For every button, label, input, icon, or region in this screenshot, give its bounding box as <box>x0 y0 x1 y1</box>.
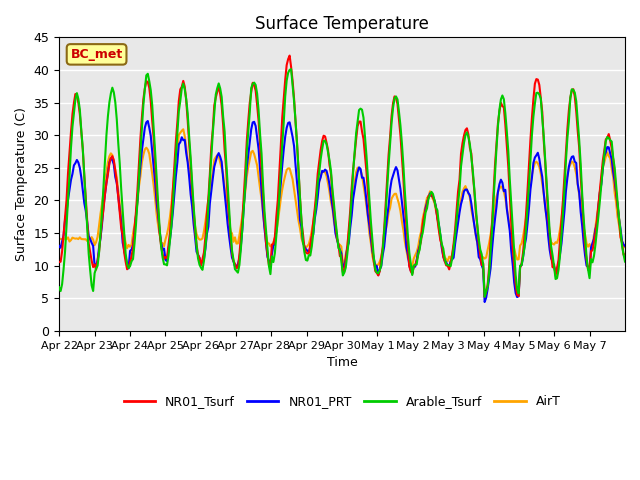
NR01_PRT <box>74 160 82 166</box>
AirT <box>408 263 416 269</box>
NR01_PRT <box>621 243 629 249</box>
Arable_Tsurf <box>92 266 100 272</box>
NR01_Tsurf <box>481 294 488 300</box>
NR01_PRT <box>620 241 627 247</box>
Arable_Tsurf <box>620 252 627 257</box>
NR01_PRT <box>460 189 468 194</box>
Line: AirT: AirT <box>59 129 625 266</box>
NR01_PRT <box>55 243 63 249</box>
Arable_Tsurf <box>287 66 295 72</box>
Legend: NR01_Tsurf, NR01_PRT, Arable_Tsurf, AirT: NR01_Tsurf, NR01_PRT, Arable_Tsurf, AirT <box>118 390 566 413</box>
NR01_Tsurf <box>621 252 629 257</box>
Arable_Tsurf <box>460 140 468 146</box>
AirT <box>461 183 469 189</box>
AirT <box>179 126 187 132</box>
NR01_PRT <box>481 299 488 305</box>
NR01_Tsurf <box>546 231 554 237</box>
NR01_Tsurf <box>92 267 100 273</box>
Line: NR01_Tsurf: NR01_Tsurf <box>59 56 625 297</box>
NR01_Tsurf <box>348 185 355 191</box>
NR01_PRT <box>144 118 152 124</box>
NR01_PRT <box>348 213 355 218</box>
Y-axis label: Surface Temperature (C): Surface Temperature (C) <box>15 107 28 261</box>
Title: Surface Temperature: Surface Temperature <box>255 15 429 33</box>
NR01_Tsurf <box>286 53 294 59</box>
NR01_PRT <box>92 263 100 268</box>
NR01_Tsurf <box>620 252 627 258</box>
Arable_Tsurf <box>348 194 355 200</box>
AirT <box>620 243 627 249</box>
NR01_PRT <box>546 247 554 252</box>
Arable_Tsurf <box>55 285 63 290</box>
Line: NR01_PRT: NR01_PRT <box>59 121 625 302</box>
AirT <box>55 236 63 242</box>
Arable_Tsurf <box>621 259 629 264</box>
AirT <box>621 244 629 250</box>
NR01_Tsurf <box>55 259 63 265</box>
Text: BC_met: BC_met <box>70 48 123 61</box>
Arable_Tsurf <box>74 96 82 102</box>
AirT <box>74 236 82 242</box>
Line: Arable_Tsurf: Arable_Tsurf <box>59 69 625 297</box>
Arable_Tsurf <box>481 294 488 300</box>
X-axis label: Time: Time <box>326 356 358 369</box>
Arable_Tsurf <box>546 228 554 234</box>
AirT <box>92 239 100 245</box>
NR01_Tsurf <box>74 100 82 106</box>
AirT <box>348 205 355 211</box>
AirT <box>546 232 554 238</box>
NR01_Tsurf <box>460 132 468 138</box>
